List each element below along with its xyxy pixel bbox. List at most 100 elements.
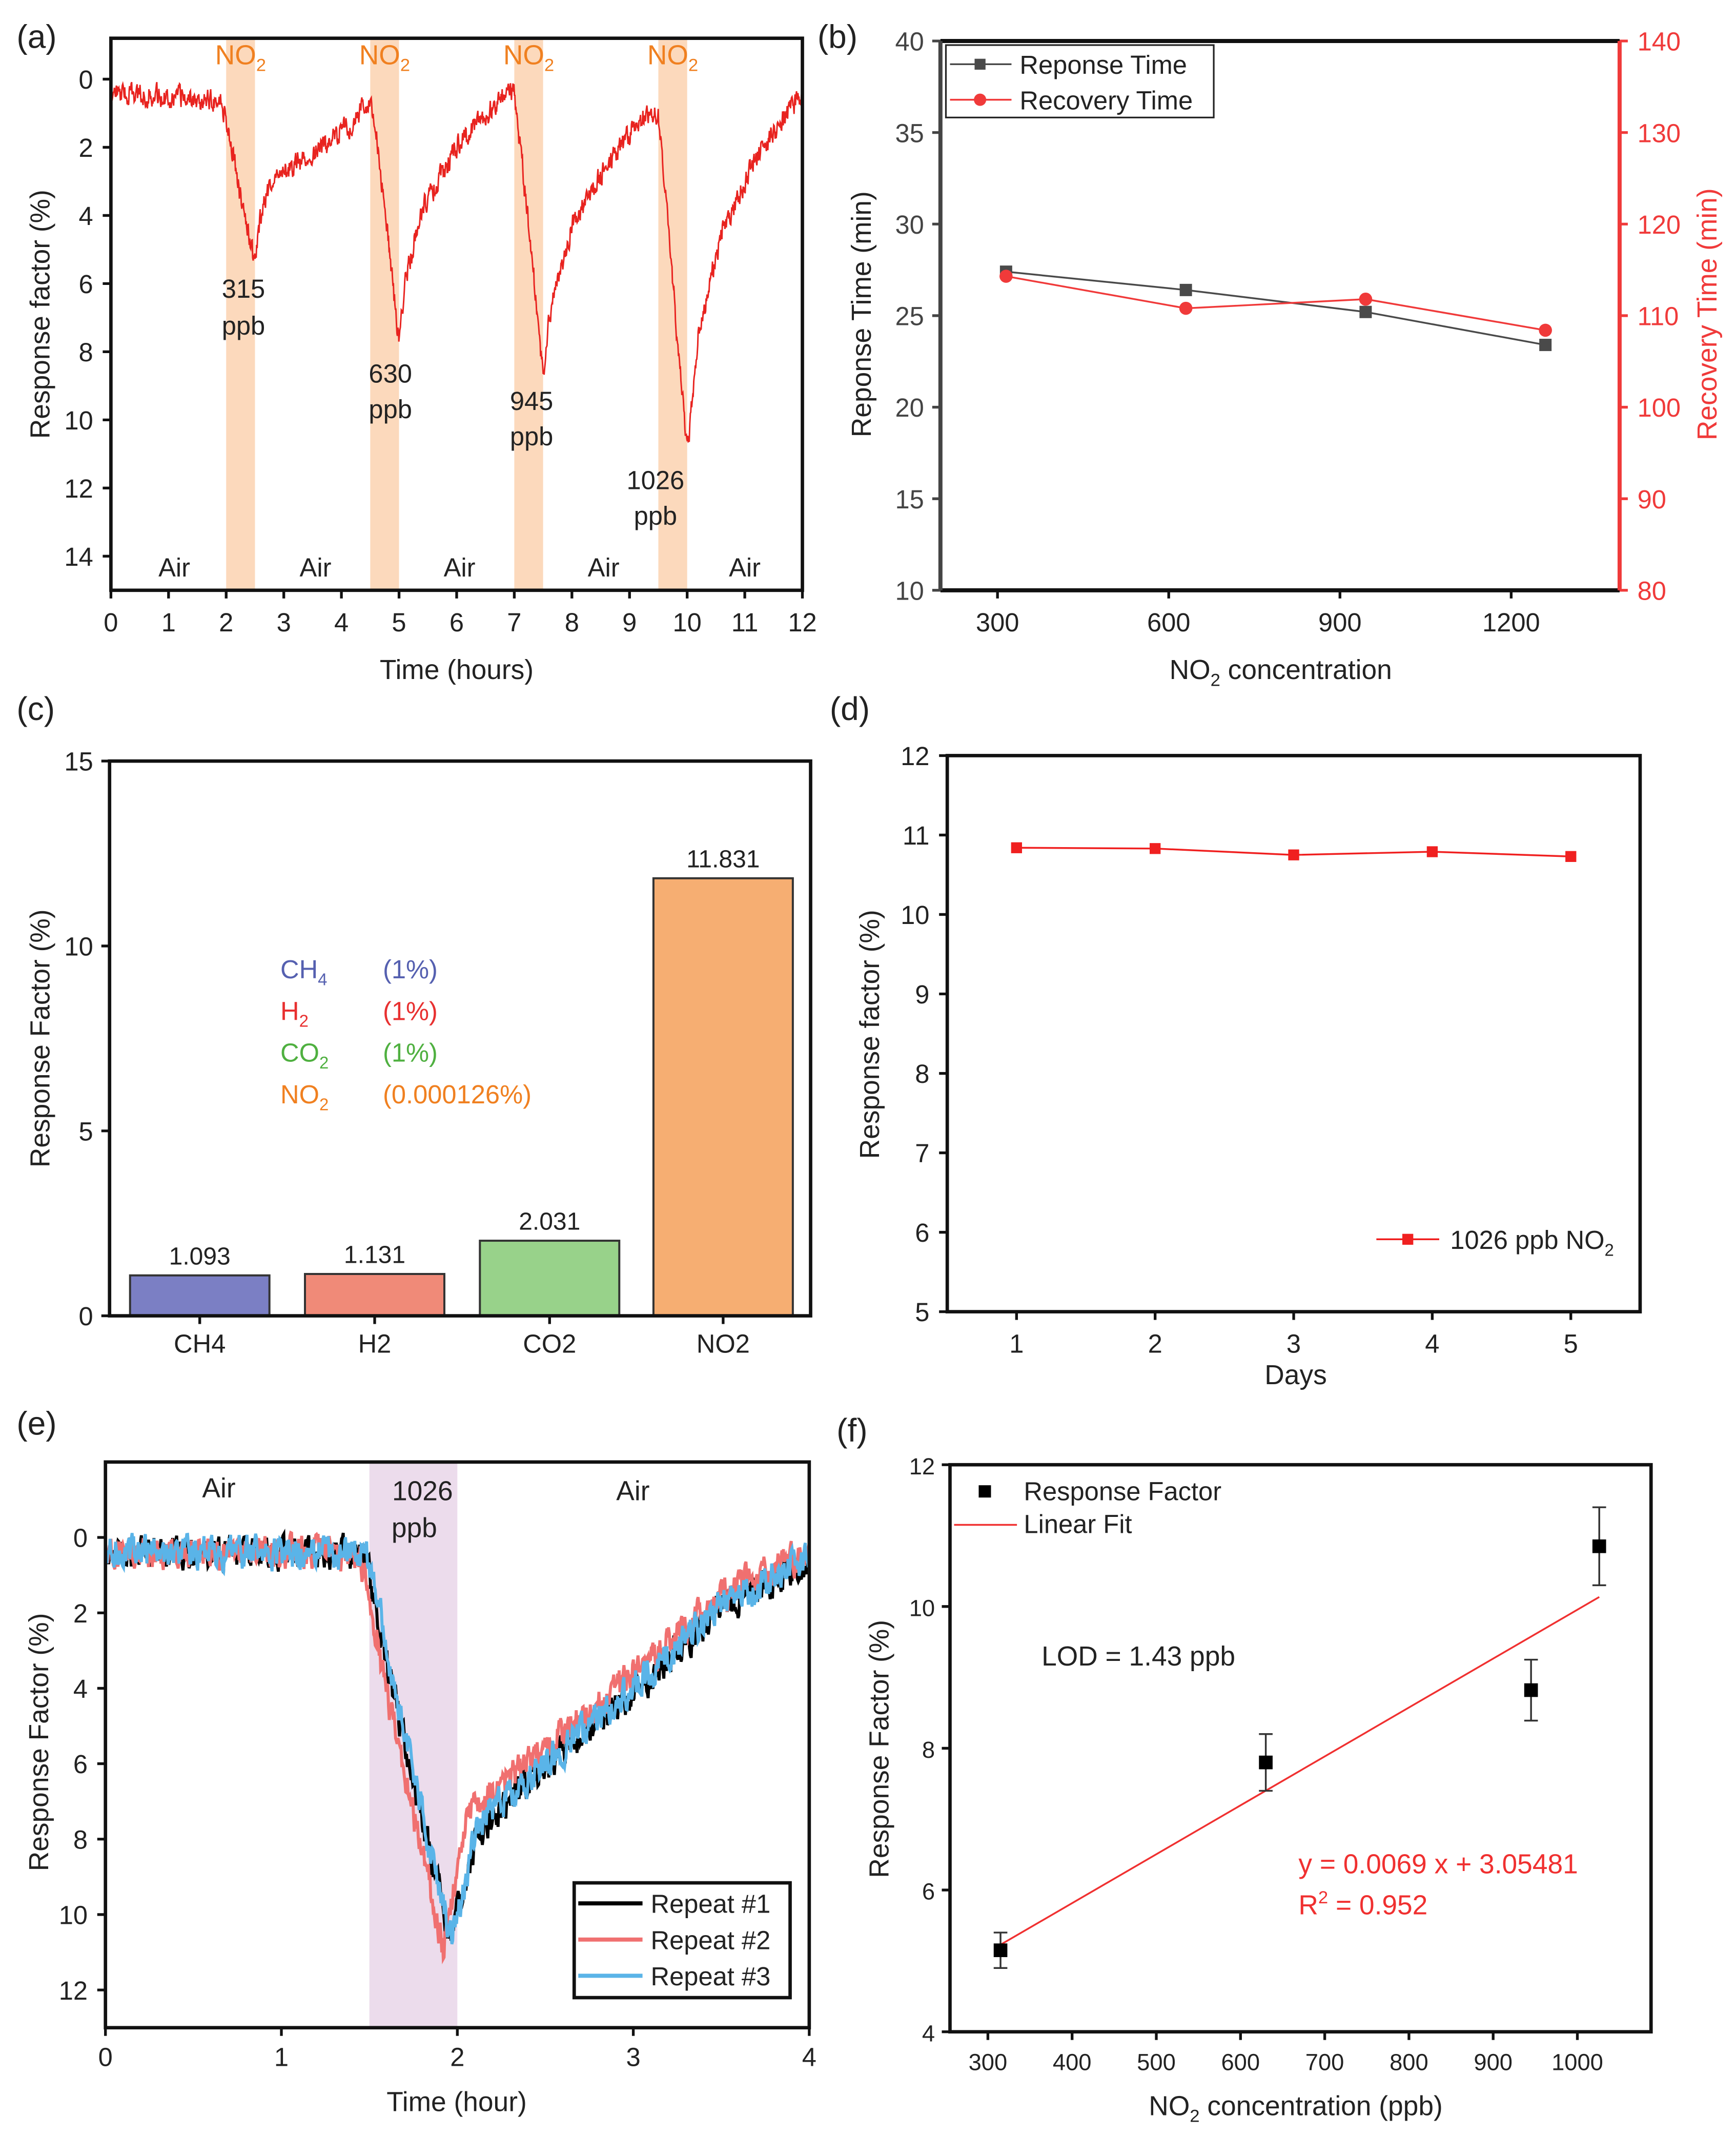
a-x-tick-label: 7: [507, 608, 521, 637]
a-x-tick-label: 4: [334, 608, 349, 637]
e-y-tick-label: 2: [73, 1599, 88, 1628]
a-y-tick-label: 4: [79, 201, 93, 231]
no2-band-label-part: 2: [688, 56, 698, 75]
no2-band-label-part: NO: [647, 40, 688, 70]
f-x-tick-label: 1000: [1551, 2049, 1603, 2075]
no2-band-label-part: 2: [400, 56, 410, 75]
bar-no2: [652, 877, 794, 1317]
d-x-tick-label: 1: [1009, 1329, 1024, 1359]
concentration-annotation: 945: [510, 386, 553, 416]
no2-band-label-part: 2: [256, 56, 266, 75]
d-y-tick-label: 8: [915, 1059, 929, 1088]
data-point: [1259, 1755, 1273, 1770]
r-squared-part: 2: [1318, 1888, 1328, 1907]
unit-label: ppb: [392, 1513, 437, 1544]
f-y-tick-label: 8: [922, 1737, 935, 1763]
legend-gas-part: H: [280, 996, 299, 1025]
panel-label: (a): [16, 18, 56, 55]
plot-f-frame: [948, 1463, 1653, 2034]
c-y-tick-label: 0: [79, 1302, 93, 1331]
concentration-label: 1026: [392, 1476, 453, 1507]
e-y-tick-label: 10: [59, 1901, 88, 1930]
e-x-tick-label: 0: [98, 2042, 113, 2071]
f-x-tick-label: 900: [1474, 2049, 1513, 2075]
recovery-time-point: [999, 270, 1013, 283]
d-y-tick-label: 12: [901, 742, 929, 771]
data-point: [1524, 1683, 1538, 1697]
legend-gas: CH4: [280, 955, 327, 989]
b-yl-tick-label: 25: [895, 302, 924, 331]
a-y-tick-label: 10: [64, 406, 93, 435]
a-x-tick-label: 11: [731, 608, 759, 637]
b-yl-tick-label: 20: [895, 393, 924, 422]
air-label: Air: [158, 553, 190, 582]
plot-a-frame: [109, 36, 804, 592]
panel-label: (f): [836, 1412, 867, 1449]
bar-ch4: [129, 1274, 271, 1317]
legend-gas: CO2: [280, 1038, 329, 1072]
d-y-tick-label: 9: [915, 980, 929, 1009]
repeat-trace-3: [104, 1532, 811, 1945]
f-y-tick-label: 4: [922, 2020, 935, 2046]
y-axis-label: Response factor (%): [25, 190, 55, 439]
response-time-point: [1359, 305, 1372, 318]
f-y-tick-label: 10: [909, 1595, 935, 1621]
b-yr-tick-label: 80: [1638, 576, 1666, 605]
category-label: CH4: [174, 1329, 226, 1359]
panel-label: (c): [16, 690, 55, 727]
f-y-tick-label: 12: [909, 1453, 935, 1480]
b-yl-tick-label: 40: [895, 27, 924, 56]
r-squared: R2 = 0.952: [1298, 1888, 1427, 1920]
e-y-tick-label: 4: [73, 1674, 88, 1703]
c-y-tick-label: 5: [79, 1117, 93, 1146]
a-x-tick-label: 3: [277, 608, 291, 637]
x-axis-label-part: 2: [1211, 670, 1220, 690]
plot-c-frame: [108, 759, 812, 1318]
c-y-tick-label: 10: [64, 932, 93, 961]
response-time-point: [1539, 339, 1552, 352]
b-yr-tick-label: 100: [1638, 393, 1681, 422]
no2-band-label: NO2: [215, 40, 266, 75]
x-axis-label: Days: [1264, 1360, 1326, 1390]
bar-co2: [479, 1240, 621, 1317]
series-line: [1006, 275, 1546, 332]
legend-circle-marker: [974, 93, 987, 106]
f-x-tick-label: 700: [1305, 2049, 1344, 2075]
legend-square-marker: [974, 58, 986, 70]
e-x-tick-label: 1: [274, 2042, 289, 2071]
d-x-tick-label: 5: [1564, 1329, 1578, 1359]
e-x-tick-label: 3: [626, 2042, 640, 2071]
a-y-tick-label: 2: [79, 133, 93, 162]
no2-exposure-band: [658, 38, 687, 590]
data-point: [993, 1943, 1008, 1957]
legend-label: 1026 ppb NO2: [1450, 1225, 1614, 1259]
y-axis-label: Response factor (%): [855, 910, 885, 1159]
no2-band-label-part: NO: [215, 40, 256, 70]
no2-band-label: NO2: [503, 40, 554, 75]
legend-concentration: (0.000126%): [383, 1080, 532, 1109]
no2-band-label: NO2: [647, 40, 698, 75]
a-y-tick-label: 14: [64, 542, 93, 571]
a-y-tick-label: 8: [79, 338, 93, 367]
bar-value-label: 1.093: [169, 1243, 231, 1270]
b-yr-tick-label: 130: [1638, 118, 1681, 148]
legend-gas-part: 2: [319, 1053, 329, 1072]
a-x-tick-label: 6: [450, 608, 464, 637]
e-y-tick-label: 12: [59, 1976, 88, 2005]
legend-gas: H2: [280, 996, 309, 1030]
a-y-tick-label: 12: [64, 474, 93, 503]
b-x-tick-label: 900: [1318, 608, 1362, 637]
a-x-tick-label: 0: [104, 608, 118, 637]
panel-label: (b): [818, 18, 857, 55]
e-y-tick-label: 0: [73, 1524, 88, 1553]
y-axis-label: Response Factor (%): [864, 1620, 894, 1878]
b-yl-tick-label: 35: [895, 118, 924, 148]
legend-label: Response Factor: [1024, 1477, 1221, 1506]
b-yr-tick-label: 110: [1638, 302, 1679, 331]
data-point: [1592, 1539, 1606, 1553]
recovery-time-point: [1539, 323, 1552, 337]
air-label: Air: [202, 1473, 235, 1504]
recovery-time-point: [1179, 301, 1193, 315]
d-x-tick-label: 4: [1425, 1329, 1439, 1359]
